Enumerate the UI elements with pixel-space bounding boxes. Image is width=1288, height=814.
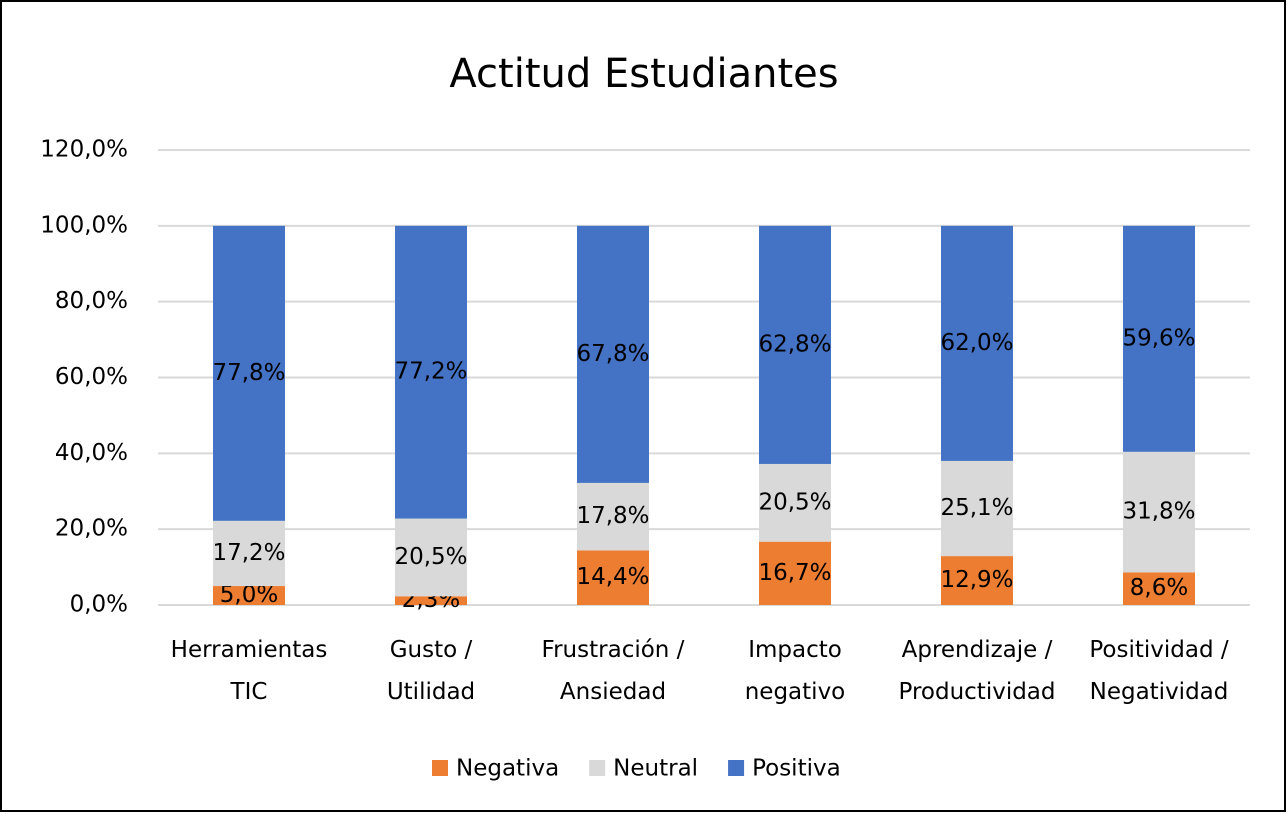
bar-segment [395,596,467,605]
x-tick-label: Positividad / Negatividad [1089,637,1229,705]
bar-segment [759,225,831,464]
legend-swatch [432,760,448,776]
bar-segment [213,520,285,587]
data-label: 17,2% [212,540,285,566]
bar-segment [395,225,467,519]
y-tick-label: 60,0% [55,364,128,390]
y-tick-label: 100,0% [40,212,128,238]
x-tick-label: Impacto negativo [745,637,846,705]
legend-label: Negativa [456,756,559,782]
data-label: 77,8% [212,360,285,386]
y-tick-label: 40,0% [55,440,128,466]
data-label: 31,8% [1122,499,1195,525]
y-tick-label: 80,0% [55,288,128,314]
bar-segment [1123,451,1195,573]
bar-segment [577,225,649,483]
data-label: 62,8% [758,331,831,357]
bar-segment [759,541,831,605]
legend-swatch [589,760,606,776]
y-tick-label: 120,0% [40,137,128,163]
data-label: 5,0% [220,582,278,608]
bar-segment [213,586,285,605]
bar-segment [1123,225,1195,452]
legend-label: Positiva [752,756,841,782]
data-label: 16,7% [758,560,831,586]
data-label: 20,5% [758,489,831,515]
data-label: 25,1% [940,495,1013,521]
x-tick-label: Frustración / Ansiedad [542,637,685,705]
data-label: 77,2% [394,359,467,385]
data-label: 20,5% [394,544,467,570]
bar-segment [395,518,467,597]
bar-segment [577,550,649,605]
data-label: 8,6% [1130,575,1188,601]
data-label: 59,6% [1122,325,1195,351]
data-label: 12,9% [940,567,1013,593]
bar-segment [759,463,831,542]
bar-segment [941,460,1013,557]
bar-segment [941,556,1013,605]
bar-segment [1123,572,1195,605]
bar-segment [577,482,649,551]
x-tick-label: Aprendizaje / Productividad [898,637,1055,705]
data-label: 14,4% [576,564,649,590]
data-label: 17,8% [576,503,649,529]
bar-segment [941,225,1013,461]
x-tick-label: Herramientas TIC [171,637,328,705]
chart-title: Actitud Estudiantes [449,51,838,97]
legend-label: Neutral [613,756,698,782]
x-tick-label: Gusto / Utilidad [387,637,475,705]
data-label: 62,0% [940,330,1013,356]
legend-swatch [728,760,745,776]
y-tick-label: 20,0% [55,516,128,542]
bar-segment [213,225,285,521]
data-label: 67,8% [576,341,649,367]
y-tick-label: 0,0% [70,592,128,618]
